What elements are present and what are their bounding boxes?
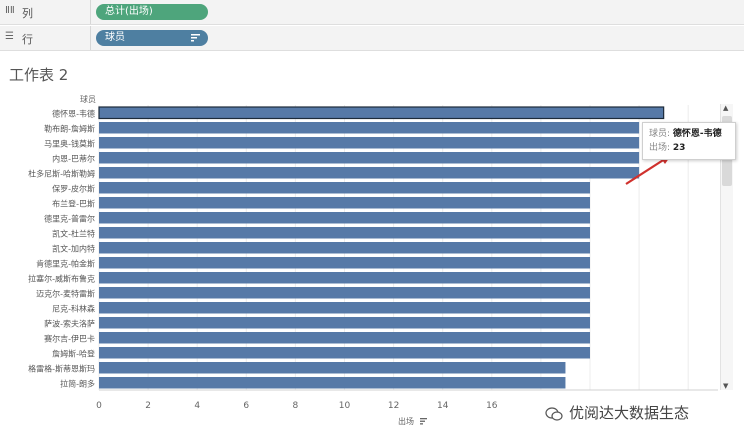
- columns-pill[interactable]: 总计(出场): [96, 4, 208, 20]
- bar[interactable]: [99, 317, 590, 329]
- y-tick-label: 凯文-加内特: [52, 244, 95, 254]
- y-tick-label: 杜多尼斯-哈斯勒姆: [28, 169, 95, 179]
- bar[interactable]: [99, 257, 590, 269]
- bar[interactable]: [99, 137, 640, 149]
- bar[interactable]: [99, 197, 590, 209]
- y-tick-label: 赛尔吉-伊巴卡: [44, 334, 95, 344]
- bar[interactable]: [99, 167, 640, 179]
- columns-shelf-label: 列: [22, 7, 33, 20]
- rows-pill-label: 球员: [105, 32, 125, 43]
- scroll-down-icon[interactable]: ▼: [723, 382, 729, 390]
- tooltip-count-value: 23: [672, 143, 686, 153]
- shelf-divider: [90, 0, 91, 24]
- scroll-up-icon[interactable]: ▲: [723, 104, 729, 112]
- x-tick-label: 4: [194, 401, 200, 411]
- wechat-icon: [545, 406, 563, 421]
- x-tick-label: 10: [339, 401, 351, 411]
- y-tick-label: 拉简-朗多: [60, 379, 95, 389]
- tooltip-player-value: 德怀恩-韦德: [672, 129, 722, 139]
- annotation-arrow: [625, 156, 669, 185]
- y-tick-label: 布兰登-巴斯: [52, 199, 95, 209]
- y-tick-label: 德怀恩-韦德: [52, 109, 95, 119]
- sort-icon[interactable]: [191, 34, 200, 42]
- bar[interactable]: [99, 227, 590, 239]
- bar-chart: 德怀恩-韦德勒布朗-詹姆斯马里奥-钱莫斯内恩-巴蒂尔杜多尼斯-哈斯勒姆保罗-皮尔…: [28, 94, 718, 426]
- y-tick-label: 拉塞尔-威斯布鲁克: [28, 274, 95, 284]
- y-tick-label: 格雷格-斯蒂恩斯玛: [28, 364, 95, 374]
- shelf-divider: [90, 26, 91, 50]
- bar[interactable]: [99, 302, 590, 314]
- x-tick-label: 6: [243, 401, 249, 411]
- rows-shelf: ☰ 行 球员: [0, 26, 744, 51]
- y-tick-label: 迈克尔-麦特雷斯: [36, 289, 95, 299]
- bar[interactable]: [99, 212, 590, 224]
- bar[interactable]: [99, 377, 566, 389]
- watermark: 优阅达大数据生态: [545, 402, 689, 423]
- y-tick-label: 肯德里克-帕金斯: [36, 259, 95, 269]
- watermark-text: 优阅达大数据生态: [569, 404, 690, 422]
- bar[interactable]: [99, 287, 590, 299]
- bar[interactable]: [98, 106, 665, 120]
- x-axis-sort-icon[interactable]: [420, 418, 427, 425]
- y-tick-label: 萨波-索夫洛萨: [44, 319, 95, 329]
- x-axis-title: 出场: [398, 416, 414, 426]
- rows-icon: ☰: [5, 31, 14, 42]
- bar[interactable]: [99, 347, 590, 359]
- tooltip-player-label: 球员:: [649, 129, 671, 139]
- tooltip-count-label: 出场:: [649, 143, 671, 153]
- tooltip: 球员: 德怀恩-韦德 出场: 23: [642, 122, 736, 160]
- y-axis-title: 球员: [80, 94, 96, 104]
- y-tick-label: 詹姆斯-哈登: [52, 349, 95, 359]
- y-tick-label: 马里奥-钱莫斯: [44, 139, 95, 149]
- y-tick-label: 尼克-科林森: [52, 304, 95, 314]
- bar[interactable]: [99, 122, 640, 134]
- rows-pill[interactable]: 球员: [96, 30, 208, 46]
- x-tick-label: 16: [486, 401, 498, 411]
- y-tick-label: 德里克-普雷尔: [44, 214, 95, 224]
- bar[interactable]: [99, 242, 590, 254]
- y-tick-label: 保罗-皮尔斯: [52, 184, 95, 194]
- rows-shelf-label: 行: [22, 33, 33, 46]
- bar[interactable]: [99, 182, 590, 194]
- x-tick-label: 0: [96, 401, 102, 411]
- columns-shelf: ⅡⅡ 列 总计(出场): [0, 0, 744, 25]
- columns-icon: ⅡⅡ: [5, 5, 15, 16]
- bar[interactable]: [99, 362, 566, 374]
- sheet-title: 工作表 2: [9, 66, 69, 84]
- y-tick-label: 勒布朗-詹姆斯: [44, 124, 95, 134]
- bar[interactable]: [99, 152, 640, 164]
- y-tick-label: 凯文-杜兰特: [52, 229, 95, 239]
- y-tick-label: 内恩-巴蒂尔: [52, 154, 95, 164]
- bar[interactable]: [99, 272, 590, 284]
- x-tick-label: 8: [293, 401, 299, 411]
- x-tick-label: 2: [145, 401, 151, 411]
- x-tick-label: 12: [388, 401, 399, 411]
- bar[interactable]: [99, 332, 590, 344]
- x-tick-label: 14: [437, 401, 449, 411]
